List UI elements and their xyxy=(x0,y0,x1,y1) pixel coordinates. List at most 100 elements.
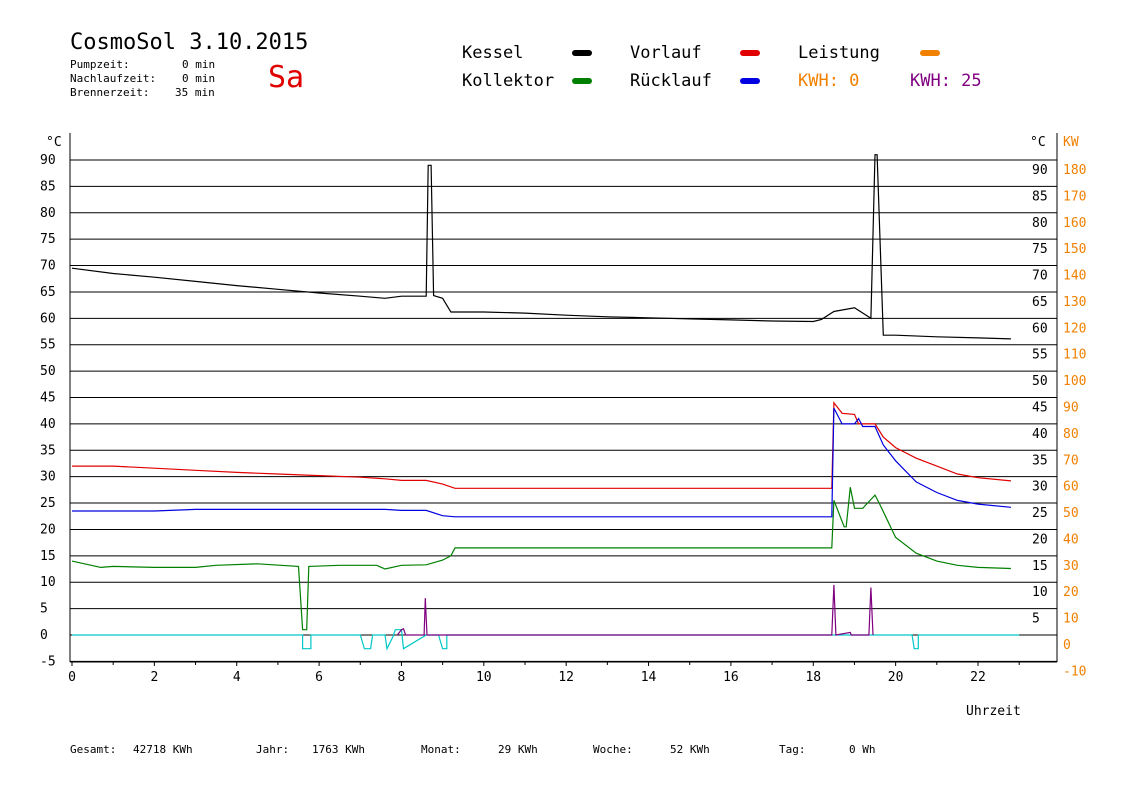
y-tick-left: 90 xyxy=(40,153,56,168)
y-axis-unit-right: °C xyxy=(1030,135,1046,150)
y-tick-left: 75 xyxy=(40,232,56,247)
y-tick-right: 35 xyxy=(1032,453,1048,468)
y-tick-right-kw: 10 xyxy=(1063,612,1079,627)
y-tick-left: 40 xyxy=(40,417,56,432)
footer-tag-value: 0 Wh xyxy=(849,743,876,756)
y-tick-right-kw: 20 xyxy=(1063,585,1079,600)
footer-woche-value: 52 KWh xyxy=(670,743,710,756)
y-tick-left: 70 xyxy=(40,259,56,274)
brennerzeit-value: 35 min xyxy=(175,86,215,99)
x-tick-label: 6 xyxy=(315,670,323,685)
legend-kollektor-label: Kollektor xyxy=(462,71,555,91)
y-tick-left: 65 xyxy=(40,285,56,300)
y-tick-left: 60 xyxy=(40,311,56,326)
y-axis-unit-left: °C xyxy=(46,135,62,150)
y-tick-left: -5 xyxy=(40,654,56,669)
legend-kessel-label: Kessel xyxy=(462,43,524,63)
y-tick-right: 65 xyxy=(1032,295,1048,310)
footer-monat-label: Monat: xyxy=(421,743,461,756)
y-tick-right: 85 xyxy=(1032,189,1048,204)
y-tick-right-kw: 80 xyxy=(1063,427,1079,442)
y-tick-right: 80 xyxy=(1032,216,1048,231)
x-tick-label: 0 xyxy=(68,670,76,685)
series-line-rcklauf xyxy=(72,407,1011,518)
x-tick-label: 12 xyxy=(558,670,574,685)
y-tick-left: 0 xyxy=(40,628,48,643)
y-tick-right-kw: 150 xyxy=(1063,242,1086,257)
x-tick-label: 18 xyxy=(805,670,821,685)
series-line-kollektor xyxy=(71,487,1011,631)
y-tick-left: 25 xyxy=(40,496,56,511)
legend-ruecklauf-label: Rücklauf xyxy=(630,71,712,91)
y-tick-left: 55 xyxy=(40,338,56,353)
y-tick-right: 55 xyxy=(1032,348,1048,363)
y-tick-right-kw: 180 xyxy=(1063,163,1086,178)
y-tick-left: 85 xyxy=(40,179,56,194)
x-tick-label: 16 xyxy=(723,670,739,685)
y-tick-right-kw: 110 xyxy=(1063,348,1086,363)
series-line-kessel xyxy=(71,154,1011,340)
x-tick-label: 2 xyxy=(150,670,158,685)
x-tick-label: 10 xyxy=(476,670,492,685)
y-tick-right-kw: 170 xyxy=(1063,189,1086,204)
y-tick-right-kw: 100 xyxy=(1063,374,1086,389)
x-tick-label: 8 xyxy=(398,670,406,685)
brennerzeit-label: Brennerzeit: xyxy=(70,86,150,99)
y-tick-right: 20 xyxy=(1032,532,1048,547)
y-tick-right: 10 xyxy=(1032,585,1048,600)
series-line-kwh xyxy=(396,584,874,636)
y-tick-right: 40 xyxy=(1032,427,1048,442)
y-tick-right-kw: 160 xyxy=(1063,216,1086,231)
x-tick-label: 20 xyxy=(888,670,904,685)
legend-kollektor-swatch xyxy=(572,78,592,84)
y-tick-right: 70 xyxy=(1032,269,1048,284)
legend-kwh-orange: KWH: 0 xyxy=(798,71,860,91)
footer-tag-label: Tag: xyxy=(779,743,806,756)
y-tick-left: 30 xyxy=(40,470,56,485)
legend-leistung-swatch xyxy=(920,50,940,56)
y-tick-left: 5 xyxy=(40,602,48,617)
y-tick-right-kw: 0 xyxy=(1063,638,1071,653)
y-tick-right: 90 xyxy=(1032,163,1048,178)
footer-gesamt-value: 42718 KWh xyxy=(133,743,193,756)
pumpzeit-value: 0 min xyxy=(182,58,216,71)
y-tick-left: 15 xyxy=(40,549,56,564)
nachlaufzeit-value: 0 min xyxy=(182,72,216,85)
y-tick-right-kw: 120 xyxy=(1063,321,1086,336)
x-tick-label: 4 xyxy=(233,670,241,685)
y-tick-left: 50 xyxy=(40,364,56,379)
footer-woche-label: Woche: xyxy=(593,743,633,756)
legend-ruecklauf-swatch xyxy=(740,78,760,84)
y-tick-right: 60 xyxy=(1032,321,1048,336)
y-tick-right: 30 xyxy=(1032,480,1048,495)
y-axis-unit-kw: KW xyxy=(1063,135,1079,150)
y-tick-right: 75 xyxy=(1032,242,1048,257)
legend-leistung-label: Leistung xyxy=(798,43,880,63)
nachlaufzeit-label: Nachlaufzeit: xyxy=(70,72,157,85)
y-tick-right-kw: 50 xyxy=(1063,506,1079,521)
y-tick-right: 15 xyxy=(1032,559,1048,574)
y-tick-right-kw: 30 xyxy=(1063,559,1079,574)
y-tick-right-kw: 90 xyxy=(1063,401,1079,416)
y-tick-right: 50 xyxy=(1032,374,1048,389)
y-tick-right-kw: 60 xyxy=(1063,480,1079,495)
pumpzeit-label: Pumpzeit: xyxy=(70,58,130,71)
legend-kessel-swatch xyxy=(572,50,592,56)
footer-jahr-label: Jahr: xyxy=(256,743,290,756)
footer-jahr-value: 1763 KWh xyxy=(312,743,365,756)
y-tick-right: 45 xyxy=(1032,401,1048,416)
legend-vorlauf-swatch xyxy=(740,50,760,56)
chart-title: CosmoSol 3.10.2015 xyxy=(70,30,309,55)
weekday-label: Sa xyxy=(268,60,305,95)
x-tick-label: 22 xyxy=(970,670,986,685)
x-tick-label: 14 xyxy=(641,670,657,685)
x-axis-label: Uhrzeit xyxy=(966,704,1021,719)
series-line-leistung xyxy=(72,629,1020,651)
y-tick-right-kw: -10 xyxy=(1063,664,1086,679)
y-tick-left: 80 xyxy=(40,206,56,221)
y-tick-right-kw: 130 xyxy=(1063,295,1086,310)
y-tick-left: 10 xyxy=(40,575,56,590)
y-tick-right-kw: 140 xyxy=(1063,269,1086,284)
y-tick-right: 5 xyxy=(1032,612,1040,627)
